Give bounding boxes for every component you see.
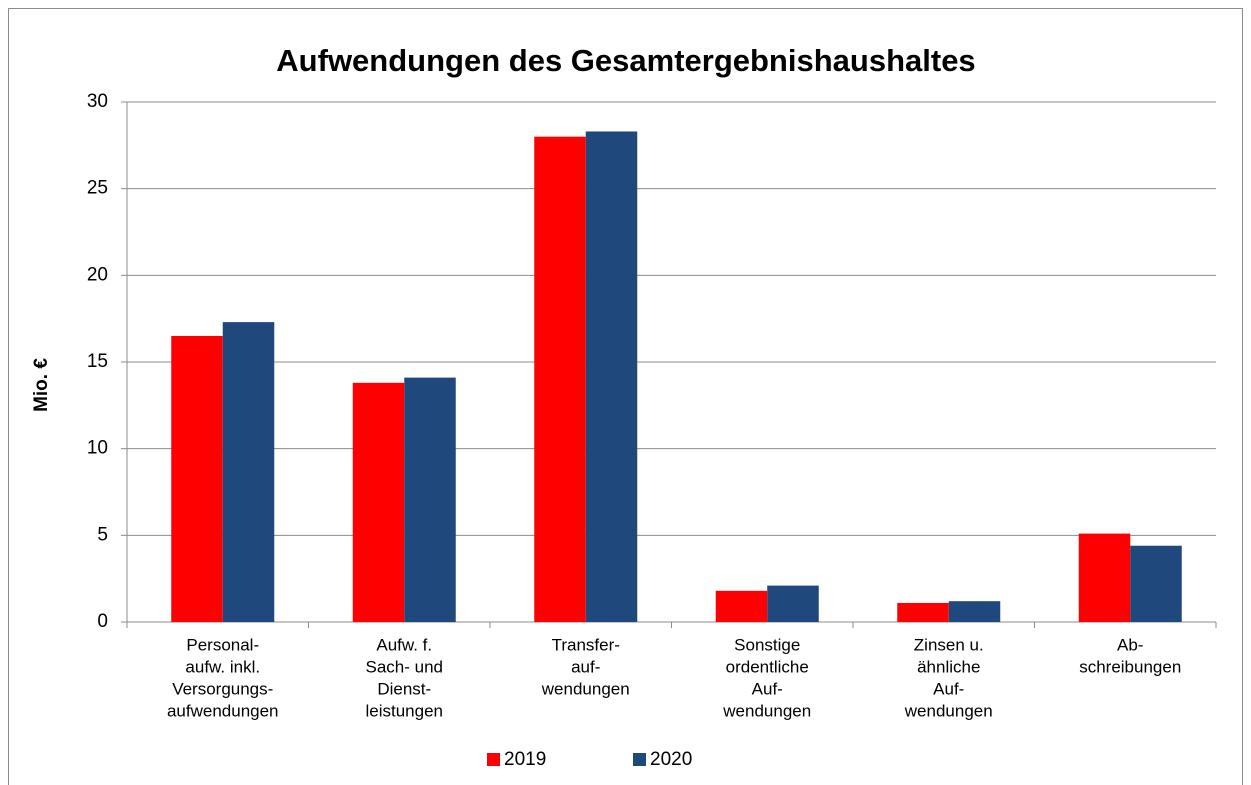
y-tick-label: 15 <box>87 351 108 372</box>
bar <box>534 136 586 622</box>
bar <box>222 322 275 622</box>
x-tick-label: Sonstige <box>734 635 800 654</box>
bar <box>948 601 1001 622</box>
x-tick-label: Zinsen u. <box>914 635 984 654</box>
chart-title: Aufwendungen des Gesamtergebnishaushalte… <box>276 43 975 78</box>
bar <box>585 131 638 622</box>
x-tick-label: leistungen <box>365 701 443 720</box>
bar <box>171 336 223 622</box>
y-axis-label: Mio. € <box>31 358 52 412</box>
legend-swatch <box>633 753 646 766</box>
x-tick-label: auf- <box>571 657 600 676</box>
x-tick-label: ähnliche <box>917 657 980 676</box>
x-tick-label: wendungen <box>904 701 993 720</box>
bar <box>897 602 949 622</box>
x-tick-label: aufw. inkl. <box>185 657 260 676</box>
x-tick-label: Dienst- <box>377 679 431 698</box>
legend-swatch <box>487 753 500 766</box>
legend-label: 2019 <box>504 749 546 770</box>
y-tick-label: 30 <box>87 91 108 112</box>
y-tick-label: 20 <box>87 264 108 285</box>
bar <box>404 377 456 622</box>
x-tick-label: Aufw. f. <box>376 635 432 654</box>
x-tick-label: Auf- <box>933 679 964 698</box>
x-tick-label: Ab- <box>1117 635 1143 654</box>
bar <box>1130 545 1182 622</box>
y-tick-label: 5 <box>97 524 108 545</box>
x-tick-label: Personal- <box>186 635 259 654</box>
bar <box>1078 533 1131 622</box>
chart-frame <box>8 8 1243 785</box>
bar <box>767 585 819 622</box>
x-tick-label: schreibungen <box>1079 657 1181 676</box>
x-tick-label: wendungen <box>541 679 630 698</box>
x-tick-label: Auf- <box>752 679 783 698</box>
bar <box>352 382 405 622</box>
bar <box>715 590 768 622</box>
x-tick-label: wendungen <box>722 701 811 720</box>
y-tick-label: 10 <box>87 438 108 459</box>
x-tick-label: ordentliche <box>726 657 809 676</box>
x-tick-label: Transfer- <box>552 635 620 654</box>
x-tick-label: aufwendungen <box>167 701 279 720</box>
x-tick-label: Sach- und <box>366 657 444 676</box>
x-tick-label: Versorgungs- <box>172 679 273 698</box>
legend-label: 2020 <box>650 749 692 770</box>
y-tick-label: 25 <box>87 178 108 199</box>
y-tick-label: 0 <box>97 611 108 632</box>
